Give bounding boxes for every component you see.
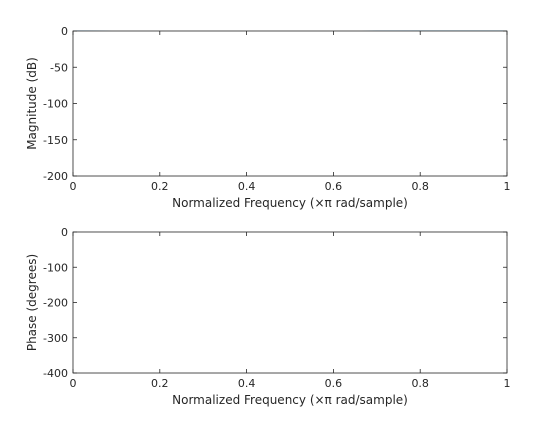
x-tick-label: 0.8	[411, 377, 429, 390]
x-tick-label: 1	[504, 180, 511, 193]
magnitude-y-axis-label: Magnitude (dB)	[25, 57, 39, 150]
y-tick-label: -100	[43, 98, 68, 111]
magnitude-x-axis-label: Normalized Frequency (×π rad/sample)	[172, 196, 408, 210]
x-tick-label: 0.2	[151, 180, 169, 193]
phase-axes: 0 0.2 0.4 0.6 0.8 1 -400 -300 -200 -100 0 Normalize…	[25, 226, 511, 407]
x-tick-label: 0.6	[325, 377, 343, 390]
phase-y-axis-label: Phase (degrees)	[25, 254, 39, 351]
x-tick-label: 0.6	[325, 180, 343, 193]
phase-x-axis-label: Normalized Frequency (×π rad/sample)	[172, 393, 408, 407]
x-tick-label: 0	[70, 377, 77, 390]
phase-axes-box	[72, 231, 508, 374]
x-tick-label: 0	[70, 180, 77, 193]
y-tick-label: -150	[43, 134, 68, 147]
magnitude-axes-box	[72, 30, 508, 177]
x-tick-label: 0.2	[151, 377, 169, 390]
y-tick-label: -300	[43, 332, 68, 345]
y-tick-label: -400	[43, 367, 68, 380]
y-tick-label: -100	[43, 261, 68, 274]
x-tick-label: 1	[504, 377, 511, 390]
x-tick-label: 0.4	[238, 180, 256, 193]
x-tick-label: 0.4	[238, 377, 256, 390]
magnitude-axes: 0 0.2 0.4 0.6 0.8 1 -200 -150 -100 -50 0 Normalized…	[25, 25, 511, 210]
y-tick-label: -200	[43, 170, 68, 183]
y-tick-label: -200	[43, 297, 68, 310]
y-tick-label: 0	[61, 25, 68, 38]
y-tick-label: -50	[50, 61, 68, 74]
y-tick-label: 0	[61, 226, 68, 239]
x-tick-label: 0.8	[411, 180, 429, 193]
